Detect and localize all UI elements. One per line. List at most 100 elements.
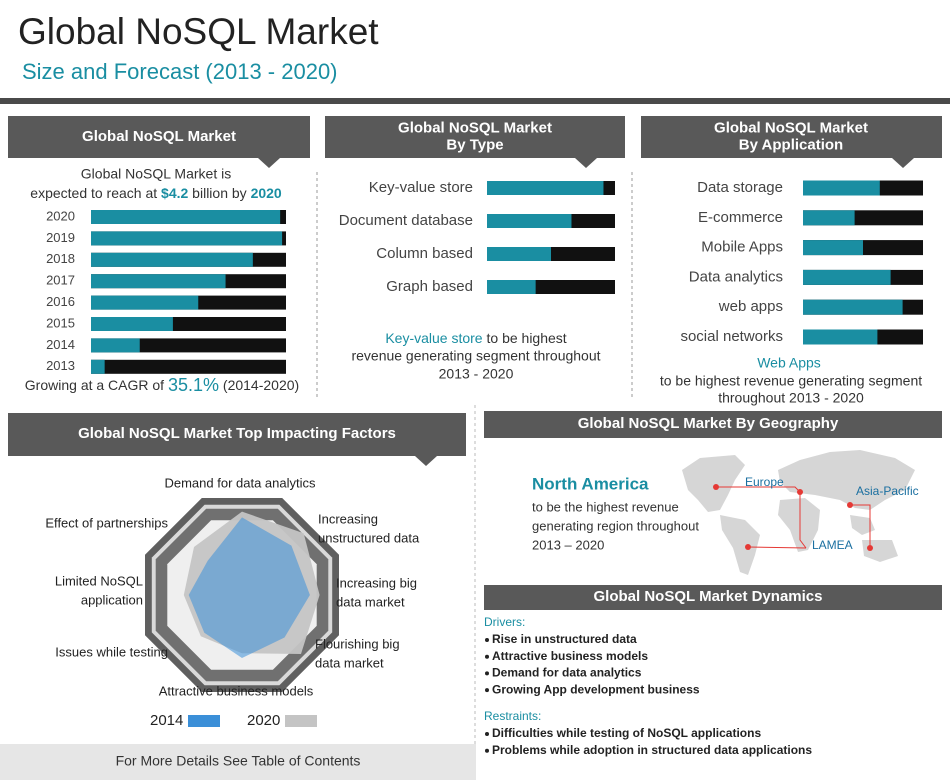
header-rule — [0, 98, 950, 104]
axis-label: Limited NoSQL application — [55, 574, 143, 608]
region-label: Europe — [745, 475, 784, 489]
panel-header — [641, 116, 942, 158]
category-label: 2018 — [46, 251, 75, 266]
header-notch — [415, 456, 437, 466]
continent — [778, 450, 915, 510]
axis-label: Flourishing big data market — [315, 637, 400, 671]
drivers-list: Rise in unstructured data Attractive busi… — [485, 632, 700, 696]
bar — [803, 210, 855, 226]
bar — [803, 269, 891, 285]
geo-text: to be the highest revenue — [532, 499, 679, 514]
panel-title: Global NoSQL Market By Geography — [578, 415, 839, 432]
connector — [799, 492, 807, 549]
panel-title: Global NoSQL Market By Application — [714, 119, 868, 153]
category-label: Column based — [376, 245, 473, 262]
map-point — [847, 502, 853, 508]
category-label: 2015 — [46, 315, 75, 330]
footnote-text: (2014-2020) — [219, 377, 299, 393]
note: Key-value store to be highest — [385, 330, 566, 346]
category-label: Data storage — [697, 179, 783, 196]
continent — [778, 498, 820, 552]
axis-label: Increasing unstructured data — [318, 512, 420, 546]
bar — [803, 299, 903, 315]
category-label: social networks — [680, 328, 783, 345]
bullet — [485, 688, 489, 693]
page-title: Global NoSQL Market — [18, 11, 379, 52]
axis-label: Increasing big data market — [336, 576, 417, 610]
map-points — [713, 484, 873, 551]
bar — [803, 180, 880, 196]
list-item: Rise in unstructured data — [492, 632, 637, 646]
bullet — [485, 671, 489, 676]
geo-text: generating region throughout — [532, 518, 699, 533]
geo-highlight: North America — [532, 474, 649, 493]
category-label: Graph based — [386, 278, 473, 295]
note-text: billion by — [188, 185, 250, 201]
note-highlight: 2020 — [251, 185, 282, 201]
legend-swatch — [285, 715, 317, 727]
note: expected to reach at $4.2 billion by 202… — [30, 185, 282, 201]
category-label: 2014 — [46, 337, 75, 352]
panel-header — [8, 413, 466, 456]
legend-swatch — [188, 715, 220, 727]
restraints-list: Difficulties while testing of NoSQL appl… — [485, 726, 812, 757]
axis-label: Effect of partnerships — [45, 515, 168, 530]
category-label: Document database — [339, 212, 473, 229]
panel-header — [484, 585, 942, 610]
axis-label: Issues while testing — [55, 644, 168, 659]
continent — [682, 455, 745, 512]
category-label: Key-value store — [369, 179, 473, 196]
list-item: Problems while adoption in structured da… — [492, 743, 812, 757]
note-highlight: Key-value store — [385, 330, 482, 346]
header-notch — [575, 158, 597, 168]
bar — [91, 359, 105, 374]
note-text: to be highest — [483, 330, 567, 346]
category-label: web apps — [718, 298, 783, 315]
geo-text: 2013 – 2020 — [532, 537, 604, 552]
category-label: 2020 — [46, 208, 75, 223]
panel-title: Global NoSQL Market Dynamics — [594, 588, 823, 605]
category-label: 2013 — [46, 358, 75, 373]
list-item: Difficulties while testing of NoSQL appl… — [492, 726, 761, 740]
world-map — [682, 450, 915, 575]
header-notch — [892, 158, 914, 168]
footnote-highlight: 35.1% — [168, 375, 219, 395]
bar — [91, 210, 281, 224]
list-heading: Drivers: — [484, 615, 525, 629]
list-item: Growing App development business — [492, 682, 700, 696]
page-subtitle: Size and Forecast (2013 - 2020) — [22, 59, 338, 84]
bar — [91, 317, 173, 331]
header-notch — [258, 158, 280, 168]
panel-title: Global NoSQL Market Top Impacting Factor… — [78, 425, 396, 442]
bar — [91, 338, 140, 353]
note: throughout 2013 - 2020 — [718, 390, 864, 406]
category-label: 2019 — [46, 230, 75, 245]
bar — [487, 214, 572, 228]
panel-title: Global NoSQL Market By Type — [398, 119, 552, 153]
note-text: expected to reach at — [30, 185, 161, 201]
legend-label: 2014 — [150, 712, 183, 729]
bar — [91, 274, 226, 289]
region-label: Asia-Pacific — [856, 484, 919, 498]
bullet — [485, 748, 489, 753]
connector — [747, 546, 807, 549]
category-label: 2017 — [46, 273, 75, 288]
continent — [720, 515, 760, 575]
axis-label: Demand for data analytics — [164, 475, 316, 490]
bar-track — [91, 359, 286, 374]
list-item: Attractive business models — [492, 649, 648, 663]
list-item: Demand for data analytics — [492, 666, 642, 680]
map-point — [867, 545, 873, 551]
bar — [803, 240, 863, 256]
note-highlight: Web Apps — [757, 355, 821, 371]
bar — [91, 252, 253, 267]
category-label: 2016 — [46, 294, 75, 309]
bar — [487, 181, 604, 195]
bar — [803, 329, 878, 345]
axis-label: Attractive business models — [159, 683, 314, 698]
map-point — [797, 489, 803, 495]
panel-header — [325, 116, 625, 158]
category-label: E-commerce — [698, 209, 783, 226]
category-label: Data analytics — [689, 268, 783, 285]
